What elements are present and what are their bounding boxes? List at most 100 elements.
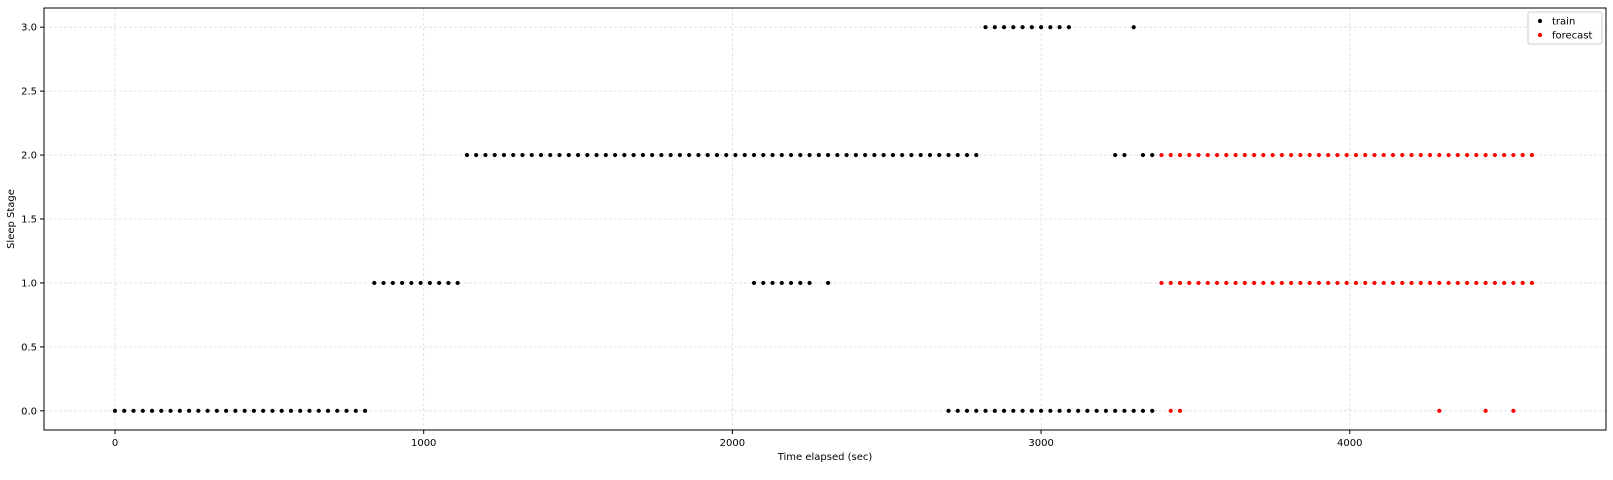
- forecast-point: [1390, 152, 1396, 158]
- train-point: [788, 280, 794, 286]
- train-point: [631, 152, 636, 158]
- y-tick-label: 2.5: [21, 87, 37, 98]
- train-point: [538, 152, 544, 158]
- train-point: [307, 408, 312, 413]
- train-point: [816, 152, 821, 158]
- train-point: [1113, 408, 1118, 413]
- train-point: [798, 280, 803, 286]
- forecast-point: [1187, 280, 1192, 286]
- forecast-point: [1298, 280, 1303, 286]
- x-axis-ticks: 0 1000 2000 3000 4000: [112, 430, 1363, 449]
- forecast-point: [1168, 152, 1173, 158]
- legend-marker-forecast: [1537, 32, 1543, 38]
- train-point: [1001, 25, 1007, 30]
- train-point: [955, 152, 960, 158]
- train-point: [983, 408, 988, 413]
- train-point: [733, 152, 738, 158]
- train-point: [177, 408, 182, 413]
- y-tick-label: 2.0: [21, 151, 37, 162]
- train-point: [557, 152, 562, 158]
- forecast-point: [1464, 280, 1470, 286]
- train-point: [742, 152, 747, 158]
- train-point: [937, 152, 942, 158]
- train-point: [520, 152, 525, 158]
- forecast-point: [1224, 152, 1229, 158]
- train-point: [224, 408, 229, 413]
- forecast-point: [1483, 408, 1488, 413]
- train-point: [798, 152, 803, 158]
- forecast-point: [1520, 280, 1525, 286]
- train-point: [1113, 152, 1118, 158]
- train-point: [992, 25, 997, 30]
- forecast-point: [1316, 152, 1322, 158]
- y-tick-label: 3.0: [21, 23, 37, 34]
- train-point: [335, 408, 340, 413]
- forecast-point: [1279, 280, 1284, 286]
- forecast-point: [1233, 152, 1238, 158]
- x-tick-label: 1000: [411, 438, 436, 449]
- forecast-point: [1511, 408, 1516, 413]
- forecast-point: [1390, 280, 1396, 286]
- legend-label-train: train: [1552, 17, 1575, 28]
- train-point: [918, 152, 923, 158]
- train-point: [724, 152, 729, 158]
- forecast-point: [1242, 152, 1247, 158]
- train-point: [1131, 408, 1136, 413]
- forecast-point: [1520, 152, 1525, 158]
- train-point: [548, 152, 553, 158]
- train-point: [288, 408, 294, 413]
- train-point: [594, 152, 599, 158]
- train-point: [779, 152, 784, 158]
- train-point: [835, 152, 840, 158]
- forecast-point: [1418, 152, 1423, 158]
- train-point: [927, 152, 933, 158]
- train-point: [751, 280, 757, 286]
- train-point: [585, 152, 590, 158]
- y-tick-label: 1.0: [21, 278, 37, 289]
- train-point: [1150, 408, 1155, 413]
- train-point: [946, 408, 951, 413]
- train-point: [112, 408, 118, 413]
- train-point: [1094, 408, 1099, 413]
- forecast-point: [1418, 280, 1423, 286]
- train-point: [1066, 25, 1071, 30]
- train-point: [1150, 152, 1155, 158]
- train-point: [399, 280, 405, 286]
- forecast-point: [1409, 152, 1414, 158]
- train-point: [668, 152, 673, 158]
- train-point: [650, 152, 655, 158]
- forecast-point: [1316, 280, 1322, 286]
- forecast-point: [1511, 152, 1516, 158]
- train-point: [270, 408, 275, 413]
- forecast-point: [1214, 280, 1220, 286]
- train-point: [390, 280, 395, 286]
- train-point: [946, 152, 951, 158]
- y-tick-label: 0.5: [21, 342, 37, 353]
- train-point: [622, 152, 627, 158]
- train-point: [251, 408, 257, 413]
- train-point: [196, 408, 201, 413]
- train-point: [770, 152, 775, 158]
- train-point: [761, 152, 766, 158]
- x-tick-label: 2000: [720, 438, 745, 449]
- train-point: [964, 152, 970, 158]
- forecast-point: [1307, 152, 1312, 158]
- forecast-point: [1464, 152, 1470, 158]
- train-point: [1066, 408, 1071, 413]
- x-tick-label: 3000: [1028, 438, 1053, 449]
- forecast-point: [1196, 152, 1201, 158]
- forecast-point: [1289, 152, 1294, 158]
- train-point: [1029, 408, 1034, 413]
- forecast-point: [1511, 280, 1516, 286]
- forecast-point: [1437, 408, 1442, 413]
- train-point: [807, 280, 812, 286]
- forecast-point: [1529, 152, 1535, 158]
- y-tick-label: 0.0: [21, 406, 37, 417]
- forecast-point: [1474, 152, 1479, 158]
- forecast-point: [1251, 280, 1257, 286]
- forecast-point: [1372, 280, 1377, 286]
- train-point: [372, 280, 377, 286]
- train-point: [687, 152, 692, 158]
- forecast-point: [1326, 280, 1331, 286]
- train-point: [298, 408, 303, 413]
